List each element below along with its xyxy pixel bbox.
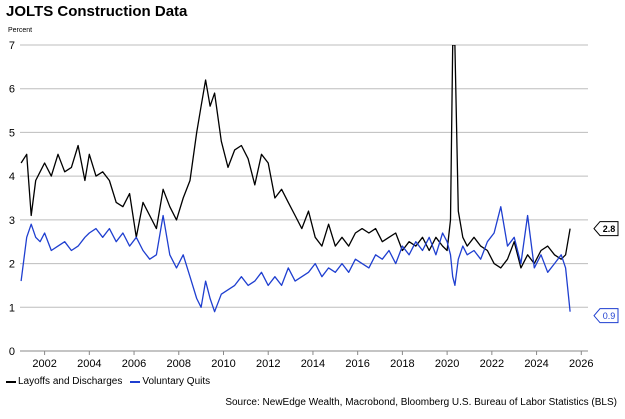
legend-label-quits: Voluntary Quits (142, 376, 211, 387)
x-tick-label-2002: 2002 (32, 358, 56, 370)
x-axis-ticks: 2002 2004 2006 2008 2010 2012 2014 2016 2018 2020… (32, 351, 594, 370)
end-label-group-0: 2.8 (593, 221, 619, 237)
end-label-group-1: 0.9 (593, 308, 619, 324)
x-tick-label-2012: 2012 (256, 358, 280, 370)
x-tick-label-2016: 2016 (345, 358, 369, 370)
x-tick-label-2020: 2020 (435, 358, 459, 370)
gridlines (20, 44, 588, 352)
x-tick-label-2026: 2026 (569, 358, 593, 370)
x-tick-label-2006: 2006 (122, 358, 146, 370)
end-label-text-0: 2.8 (603, 224, 616, 234)
y-axis-unit-label: Percent (8, 27, 33, 34)
x-tick-label-2014: 2014 (301, 358, 325, 370)
series-line-0 (20, 45, 571, 269)
y-tick-label-5: 5 (9, 127, 15, 139)
y-tick-label-4: 4 (9, 171, 15, 183)
end-value-labels: 2.8 0.9 (593, 221, 619, 324)
y-axis-ticks: 0 1 2 3 4 5 6 7 (9, 40, 15, 358)
y-tick-label-3: 3 (9, 215, 15, 227)
end-label-box-0 (593, 221, 619, 237)
end-label-box-1 (593, 308, 619, 324)
y-tick-label-7: 7 (9, 40, 15, 52)
x-tick-label-2022: 2022 (480, 358, 504, 370)
series-line-1 (20, 206, 571, 313)
y-tick-label-1: 1 (9, 302, 15, 314)
legend-item-layoffs: Layoffs and Discharges (6, 376, 122, 387)
x-tick-label-2024: 2024 (524, 358, 548, 370)
y-tick-label-2: 2 (9, 259, 15, 271)
legend-label-layoffs: Layoffs and Discharges (18, 376, 123, 387)
x-tick-label-2004: 2004 (77, 358, 101, 370)
x-tick-label-2008: 2008 (167, 358, 191, 370)
legend-item-quits: Voluntary Quits (130, 376, 210, 387)
legend-swatch-quits (130, 380, 141, 383)
y-tick-label-6: 6 (9, 84, 15, 96)
x-tick-label-2018: 2018 (390, 358, 414, 370)
series-lines (20, 45, 571, 313)
legend: Layoffs and Discharges Voluntary Quits (6, 376, 210, 387)
legend-swatch-layoffs (6, 380, 16, 383)
source-note: Source: NewEdge Wealth, Macrobond, Bloom… (225, 397, 617, 408)
end-label-text-1: 0.9 (603, 311, 616, 321)
chart-title: JOLTS Construction Data (6, 3, 188, 20)
x-tick-label-2010: 2010 (211, 358, 235, 370)
y-tick-label-0: 0 (9, 346, 15, 358)
